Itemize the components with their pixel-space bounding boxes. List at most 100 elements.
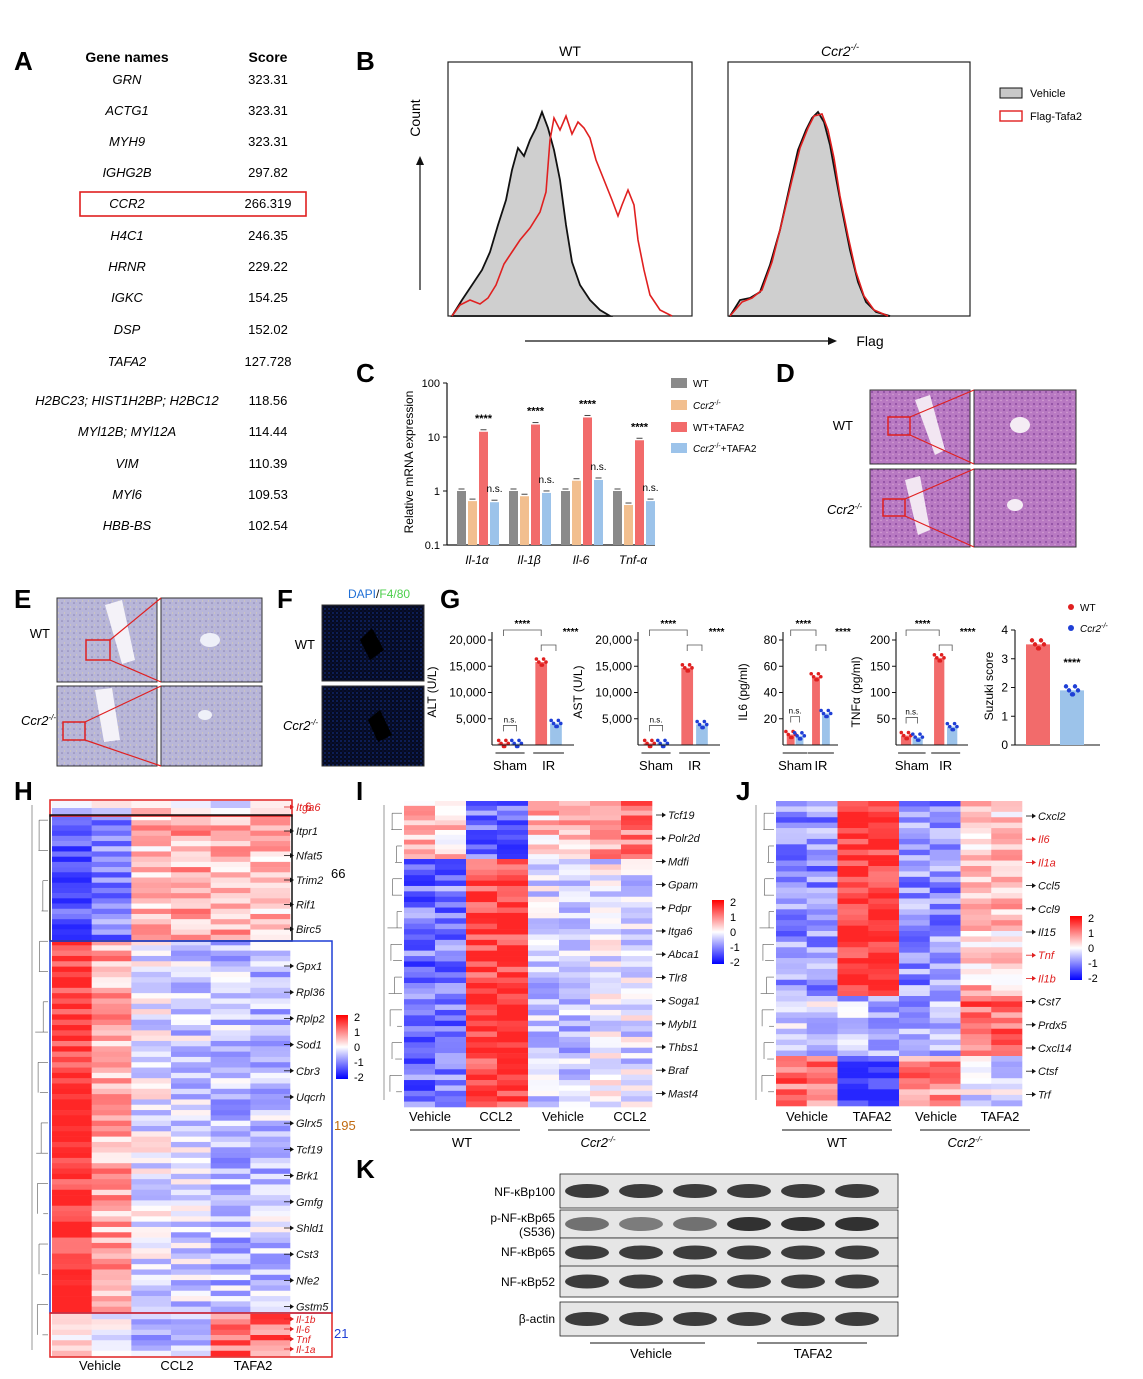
heatmap-cell xyxy=(929,1039,961,1046)
heatmap-cell xyxy=(806,882,838,888)
heatmap-cell xyxy=(171,1296,211,1302)
heatmap-cell xyxy=(929,1061,961,1068)
heatmap-cell xyxy=(52,1030,92,1036)
gene-arrowhead xyxy=(290,1042,294,1048)
heatmap-cell xyxy=(528,864,560,871)
heatmap-cell xyxy=(404,859,436,865)
heatmap-cell xyxy=(466,801,498,807)
heatmap-cell xyxy=(621,977,653,984)
heatmap-cell xyxy=(466,988,498,995)
heatmap-cell xyxy=(960,801,992,807)
heatmap-cell xyxy=(528,805,560,811)
gene-arrowhead xyxy=(290,1199,294,1205)
heatmap-cell xyxy=(171,1110,211,1116)
heatmap-cell xyxy=(837,985,869,991)
heatmap-cell xyxy=(404,1080,436,1086)
heatmap-cell xyxy=(171,1163,211,1169)
heatmap-cell xyxy=(404,907,436,914)
heatmap-cell xyxy=(929,1067,961,1073)
heatmap-cell xyxy=(960,996,992,1002)
heatmap-cell xyxy=(621,815,653,821)
heatmap-cell xyxy=(91,887,132,894)
gene-arrowhead xyxy=(662,905,666,911)
heatmap-cell xyxy=(171,919,211,925)
gene-arrowhead xyxy=(290,877,294,883)
heatmap-cell xyxy=(435,956,467,962)
h-gene-red-1: Il-6 xyxy=(296,1325,310,1336)
heatmap-cell xyxy=(171,1157,211,1164)
heatmap-cell xyxy=(559,907,591,914)
heatmap-cell xyxy=(929,811,961,818)
heatmap-cell xyxy=(497,977,529,984)
heatmap-cell xyxy=(528,1036,560,1043)
heatmap-cell xyxy=(991,925,1023,932)
colorbar-label: 0 xyxy=(1088,943,1094,955)
heatmap-cell xyxy=(868,979,900,986)
gene-arrowhead xyxy=(290,1277,294,1283)
heatmap-cell xyxy=(250,846,291,852)
heatmap-cell xyxy=(590,849,622,855)
heatmap-cell xyxy=(52,893,92,899)
heatmap-cell xyxy=(590,966,622,973)
heatmap-cell xyxy=(960,1083,992,1090)
heatmap-cell xyxy=(250,1340,291,1346)
heatmap-cell xyxy=(210,1136,251,1143)
heatmap-cell xyxy=(52,1094,92,1100)
heatmap-cell xyxy=(466,934,498,941)
heatmap-cell xyxy=(837,1045,869,1051)
heatmap-cell xyxy=(466,1063,498,1070)
heatmap-cell xyxy=(991,931,1023,937)
heatmap-cell xyxy=(590,1047,622,1054)
flow-ko-tafa2 xyxy=(729,113,889,317)
heatmap-cell xyxy=(91,1345,132,1352)
blot-band xyxy=(727,1217,771,1231)
heatmap-cell xyxy=(171,882,211,889)
heatmap-cell xyxy=(528,1080,560,1086)
heatmap-cell xyxy=(250,1030,291,1036)
heatmap-cell xyxy=(528,869,560,876)
heatmap-cell xyxy=(590,939,622,946)
heatmap-cell xyxy=(899,985,931,991)
heatmap-cell xyxy=(776,1078,808,1085)
heatmap-cell xyxy=(435,983,467,989)
heatmap-cell xyxy=(250,1072,291,1079)
heatmap-cell xyxy=(210,1110,251,1116)
h-count-red: 21 xyxy=(334,1326,348,1341)
heatmap-cell xyxy=(868,801,900,807)
heatmap-cell xyxy=(497,956,529,962)
heatmap-cell xyxy=(91,808,132,816)
heatmap-cell xyxy=(528,1053,560,1059)
heatmap-cell xyxy=(621,1063,653,1070)
heatmap-cell xyxy=(131,1173,172,1180)
heatmap-cell xyxy=(837,931,869,937)
heatmap-cell xyxy=(404,839,436,845)
heatmap-cell xyxy=(171,851,211,857)
heatmap-cell xyxy=(404,1036,436,1043)
k-label-pp65: p-NF-κBp65 xyxy=(490,1211,555,1225)
heatmap-cell xyxy=(435,923,467,930)
heatmap-cell xyxy=(590,983,622,989)
panel-label-a: A xyxy=(14,46,33,76)
heatmap-cell xyxy=(528,1020,560,1027)
i-gene-0: Tcf19 xyxy=(668,810,695,822)
g-dot xyxy=(656,738,660,743)
heatmap-cell xyxy=(131,815,172,821)
heatmap-cell xyxy=(497,918,529,924)
heatmap-cell xyxy=(435,988,467,995)
heatmap-cell xyxy=(250,893,291,899)
heatmap-cell xyxy=(404,972,436,978)
colorbar-label: -2 xyxy=(354,1072,364,1084)
heatmap-cell xyxy=(52,1184,92,1191)
heatmap-cell xyxy=(210,1306,251,1313)
heatmap-cell xyxy=(52,955,92,962)
heatmap-cell xyxy=(559,977,591,984)
heatmap-cell xyxy=(497,854,529,860)
gene-score-11: 114.44 xyxy=(249,424,288,439)
heatmap-cell xyxy=(131,1062,172,1068)
heatmap-cell xyxy=(621,983,653,989)
heatmap-cell xyxy=(91,1094,132,1100)
heatmap-cell xyxy=(435,830,467,836)
g-ytick-label: 100 xyxy=(870,686,890,700)
heatmap-cell xyxy=(91,908,132,915)
k-group-vehicle: Vehicle xyxy=(630,1346,672,1361)
